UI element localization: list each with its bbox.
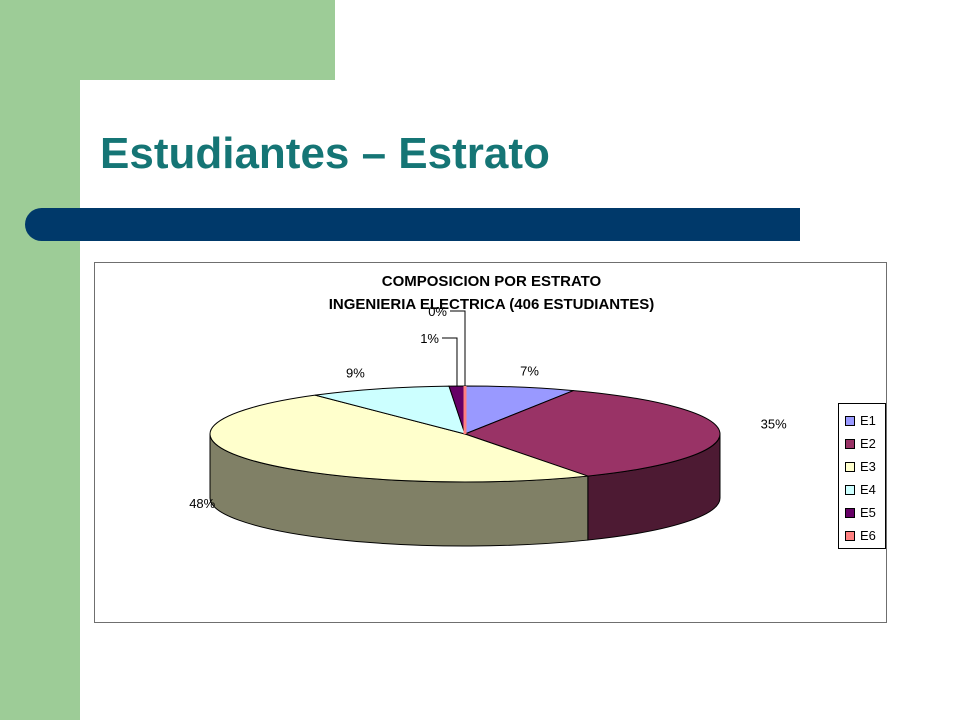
legend-swatch-e3 (845, 461, 855, 472)
chart-title-line-1: COMPOSICION POR ESTRATO (381, 273, 602, 290)
legend-swatch-e5 (845, 507, 855, 518)
legend-swatch-e6 (845, 530, 855, 541)
leader-line-e6 (450, 310, 466, 386)
legend-swatch-e2 (845, 438, 855, 449)
data-label-e2: 35% (761, 416, 787, 431)
legend-label-e1: E1 (860, 413, 876, 428)
green-top-band (0, 0, 335, 80)
legend-label-e6: E6 (860, 528, 876, 543)
legend-item-e3: E3 (839, 455, 885, 478)
leader-line-e5 (441, 337, 458, 387)
legend-item-e5: E5 (839, 501, 885, 524)
pie-chart: COMPOSICION POR ESTRATO INGENIERIA ELECT… (94, 262, 887, 623)
green-side-band (0, 0, 80, 720)
data-label-e4: 9% (346, 366, 365, 381)
legend-swatch-e4 (845, 484, 855, 495)
pie-leader-lines (441, 310, 466, 387)
legend-item-e4: E4 (839, 478, 885, 501)
chart-legend: E1 E2 E3 E4 E5 E6 (838, 403, 886, 549)
title-underline-bar (25, 208, 800, 241)
data-label-e6: 0% (428, 304, 447, 319)
pie-data-labels: 7% 35% 48% 9% 1% 0% (189, 304, 787, 511)
legend-item-e6: E6 (839, 524, 885, 547)
legend-swatch-e1 (845, 415, 855, 426)
data-label-e1: 7% (520, 364, 539, 379)
pie-tops (209, 385, 721, 483)
legend-label-e4: E4 (860, 482, 876, 497)
data-label-e5: 1% (420, 331, 439, 346)
legend-item-e1: E1 (839, 409, 885, 432)
legend-label-e2: E2 (860, 436, 876, 451)
legend-label-e3: E3 (860, 459, 876, 474)
pie-slice-e3 (209, 394, 589, 483)
legend-item-e2: E2 (839, 432, 885, 455)
pie-slice-e1 (464, 385, 574, 435)
pie-slice-e4 (314, 385, 466, 435)
pie-plot-area: 7% 35% 48% 9% 1% 0% (189, 304, 787, 547)
pie-slice-e2 (463, 390, 721, 477)
data-label-e3: 48% (189, 496, 215, 511)
legend-label-e5: E5 (860, 505, 876, 520)
slide-title: Estudiantes – Estrato (100, 129, 550, 178)
chart-title-line-2: INGENIERIA ELECTRICA (406 ESTUDIANTES) (328, 296, 655, 313)
